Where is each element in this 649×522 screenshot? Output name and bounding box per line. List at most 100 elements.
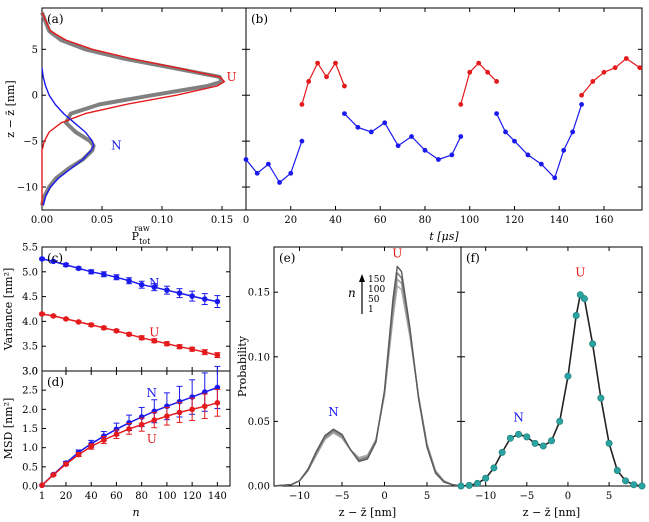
- legend-entry: 150: [368, 275, 385, 285]
- data-point: [151, 417, 158, 423]
- x-axis-label-sub: tot: [139, 237, 151, 246]
- x-tick-label: 1: [39, 491, 45, 502]
- trajectory-line-4: [496, 104, 583, 179]
- trajectory-point: [485, 69, 491, 75]
- data-point: [201, 389, 208, 395]
- data-point: [214, 298, 221, 305]
- data-point: [556, 417, 564, 425]
- panel-d-frame: [41, 370, 231, 487]
- data-point: [39, 256, 45, 262]
- density-curve-2: [41, 67, 95, 206]
- trajectory-point: [467, 69, 473, 75]
- data-point: [151, 284, 158, 290]
- trajectory-point: [299, 102, 305, 107]
- data-point: [126, 331, 132, 338]
- x-axis-label: t [μs]: [429, 230, 459, 243]
- trajectory-point: [512, 138, 517, 144]
- y-tick-label: 5.0: [22, 267, 38, 278]
- series-line-N: [41, 386, 218, 486]
- data-point: [50, 313, 57, 319]
- data-point: [126, 277, 132, 284]
- x-tick-label: 40: [329, 215, 342, 226]
- trajectory-point: [601, 69, 607, 75]
- x-tick-label: 160: [594, 215, 613, 226]
- data-point: [138, 281, 145, 288]
- y-axis-label: MSD [nm²]: [2, 398, 15, 460]
- trajectory-point: [494, 111, 499, 116]
- data-point: [164, 287, 170, 293]
- y-tick-label: 1.5: [22, 424, 38, 435]
- panel-a-frame: [41, 7, 247, 211]
- x-tick-label: 5: [606, 491, 612, 502]
- state-label: N: [147, 386, 158, 400]
- data-point: [506, 434, 514, 442]
- y-tick-label: −5: [23, 137, 38, 148]
- data-point: [138, 421, 145, 428]
- legend-entry: 1: [368, 305, 374, 315]
- y-tick-label: 0.10: [248, 352, 270, 363]
- panel-label: (c): [47, 251, 63, 265]
- legend-symbol: n: [348, 286, 356, 300]
- trajectory-point: [579, 92, 584, 98]
- panel-label: (e): [279, 251, 295, 265]
- trajectory-line-2: [343, 113, 462, 161]
- y-tick-label: 4.5: [22, 292, 38, 303]
- x-tick-label: −5: [519, 491, 534, 502]
- y-axis-label: Variance [nm²]: [2, 268, 15, 352]
- x-tick-label: 100: [157, 491, 176, 502]
- data-point: [176, 343, 183, 350]
- trajectory-point: [494, 79, 499, 84]
- x-tick-label: −5: [335, 491, 350, 502]
- x-tick-label: 20: [284, 215, 297, 226]
- x-axis-label: Ptot raw: [132, 224, 151, 246]
- data-point: [465, 481, 473, 489]
- panel-label: (a): [47, 12, 64, 26]
- panel-label: (f): [466, 251, 480, 265]
- data-point: [176, 409, 183, 416]
- trajectory-point: [368, 129, 374, 135]
- trajectory-point: [449, 152, 455, 158]
- data-point: [539, 442, 547, 450]
- y-tick-label: 4.0: [22, 317, 38, 328]
- data-point: [572, 311, 580, 319]
- data-point: [523, 433, 531, 441]
- y-tick-label: 0.00: [248, 482, 270, 493]
- trajectory-point: [243, 157, 249, 162]
- x-tick-label: 140: [550, 215, 569, 226]
- x-axis-label: n: [132, 506, 139, 519]
- data-point: [88, 269, 95, 275]
- data-point: [63, 461, 69, 467]
- x-tick-label: 60: [374, 215, 387, 226]
- x-tick-label: 0: [565, 491, 571, 502]
- state-label: U: [575, 266, 585, 280]
- data-point: [50, 472, 57, 478]
- trajectory-point: [623, 56, 629, 61]
- panel-b-frame: [245, 7, 643, 211]
- state-label: N: [149, 276, 160, 290]
- trajectory-point: [525, 152, 531, 158]
- data-point: [473, 479, 481, 487]
- trajectory-point: [299, 138, 305, 144]
- data-point: [164, 340, 170, 347]
- y-tick-label: −10: [17, 183, 38, 194]
- data-point: [63, 262, 69, 268]
- trajectory-point: [476, 60, 482, 66]
- data-point: [126, 419, 132, 426]
- data-point: [457, 482, 465, 490]
- x-tick-label: 100: [460, 215, 479, 226]
- density-curve-0: [40, 11, 224, 206]
- data-point: [564, 372, 572, 380]
- trajectory-point: [333, 60, 338, 66]
- data-point: [622, 477, 630, 485]
- panel-f-frame: [460, 246, 643, 487]
- trajectory-point: [436, 157, 441, 162]
- trajectory-line-1: [301, 62, 345, 105]
- data-point: [531, 439, 539, 447]
- x-tick-label: −10: [289, 491, 310, 502]
- data-point: [630, 481, 638, 489]
- data-point: [126, 426, 132, 432]
- y-axis-label: Probability: [236, 335, 249, 397]
- data-point: [63, 316, 69, 322]
- x-tick-label: 80: [419, 215, 432, 226]
